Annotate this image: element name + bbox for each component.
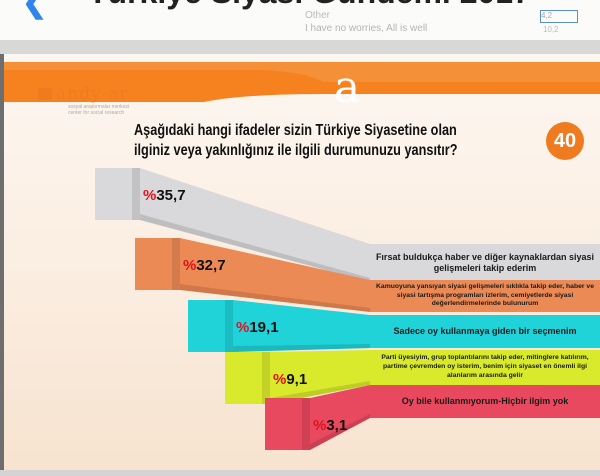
bar-shadow <box>140 214 370 282</box>
category-text: Fırsat buldukça haber ve diğer kaynaklar… <box>375 252 595 273</box>
category-text: Parti üyesiyim, grup toplantılarını taki… <box>381 354 589 379</box>
data-label: %35,7 <box>143 187 186 204</box>
page-title: Türkiye Siyasi Gündemi 2017 <box>88 0 531 8</box>
bar: %9,1 <box>225 350 370 404</box>
logo-subtitle: sosyal araştırmalar merkezi <box>68 104 130 110</box>
bar-ribbon <box>140 168 370 282</box>
bar-edge <box>132 168 140 220</box>
data-label: %19,1 <box>236 319 279 336</box>
divider <box>0 470 600 476</box>
bar-edge <box>302 398 310 450</box>
value-cell: 4,2 <box>540 10 578 23</box>
category-text: Kamuoyuna yansıyan siyasi gelişmeleri sı… <box>376 282 594 308</box>
watermark-logo-icon: a <box>334 62 360 113</box>
bar-ribbon <box>310 385 370 450</box>
bar-front <box>188 300 233 352</box>
question-line: ilginiz veya yakınlığınız ile ilgili dur… <box>134 142 458 159</box>
bar-ribbon <box>180 238 370 312</box>
bar-ribbon <box>233 300 370 352</box>
chevron-left-icon[interactable]: ❮ <box>22 0 48 19</box>
bar-edge <box>262 352 270 404</box>
app-header: ❮ Türkiye Siyasi Gündemi 2017 Other I ha… <box>0 0 600 40</box>
logo-name: andy-ar <box>56 84 129 104</box>
category-label: Oy bile kullanmıyorum-Hiçbir ilgim yok <box>370 385 600 418</box>
bar-edge <box>172 238 180 290</box>
data-label: %3,1 <box>313 417 347 434</box>
bar-edge <box>225 300 233 352</box>
list-item: Other <box>305 10 331 21</box>
bar-shadow <box>310 414 370 450</box>
category-text: Sadece oy kullanmaya giden bir seçmenim <box>393 326 577 336</box>
bar: %19,1 <box>188 300 370 352</box>
question-title: Aşağıdaki hangi ifadeler sizin Türkiye S… <box>134 121 462 161</box>
bar: %32,7 <box>135 238 370 312</box>
bar: %35,7 <box>95 168 370 282</box>
bar-ribbon <box>270 350 370 404</box>
banner-stripe <box>4 62 600 82</box>
category-label: Parti üyesiyim, grup toplantılarını taki… <box>370 350 600 385</box>
logo: andy-ar sosyal araştırmalar merkezi cent… <box>38 84 129 116</box>
bar-shadow <box>233 344 370 352</box>
value-cell: 10,2 <box>543 25 559 34</box>
data-label: %32,7 <box>183 257 226 274</box>
category-label: Sadece oy kullanmaya giden bir seçmenim <box>370 315 600 348</box>
divider <box>0 40 600 54</box>
question-number-badge: 40 <box>546 122 584 160</box>
bar-front <box>265 398 310 450</box>
bar-front <box>225 352 270 404</box>
bar-shadow <box>180 284 370 312</box>
bar-front <box>95 168 140 220</box>
infographic: a %35,7 %32,7 %19,1 %9,1 %3,1 andy-ar sosyal… <box>4 54 600 470</box>
list-item: I have no worries, All is well <box>305 23 428 34</box>
category-text: Oy bile kullanmıyorum-Hiçbir ilgim yok <box>401 396 569 406</box>
bar-front <box>135 238 180 290</box>
logo-subtitle-en: center for social research <box>68 110 125 116</box>
data-label: %9,1 <box>273 371 307 388</box>
bar: %3,1 <box>265 385 370 450</box>
category-label: Fırsat buldukça haber ve diğer kaynaklar… <box>370 244 600 282</box>
logo-mark-icon <box>38 88 52 100</box>
question-line: Aşağıdaki hangi ifadeler sizin Türkiye S… <box>134 122 457 139</box>
category-label: Kamuoyuna yansıyan siyasi gelişmeleri sı… <box>370 280 600 312</box>
chart-svg: a %35,7 %32,7 %19,1 %9,1 %3,1 <box>4 62 600 450</box>
